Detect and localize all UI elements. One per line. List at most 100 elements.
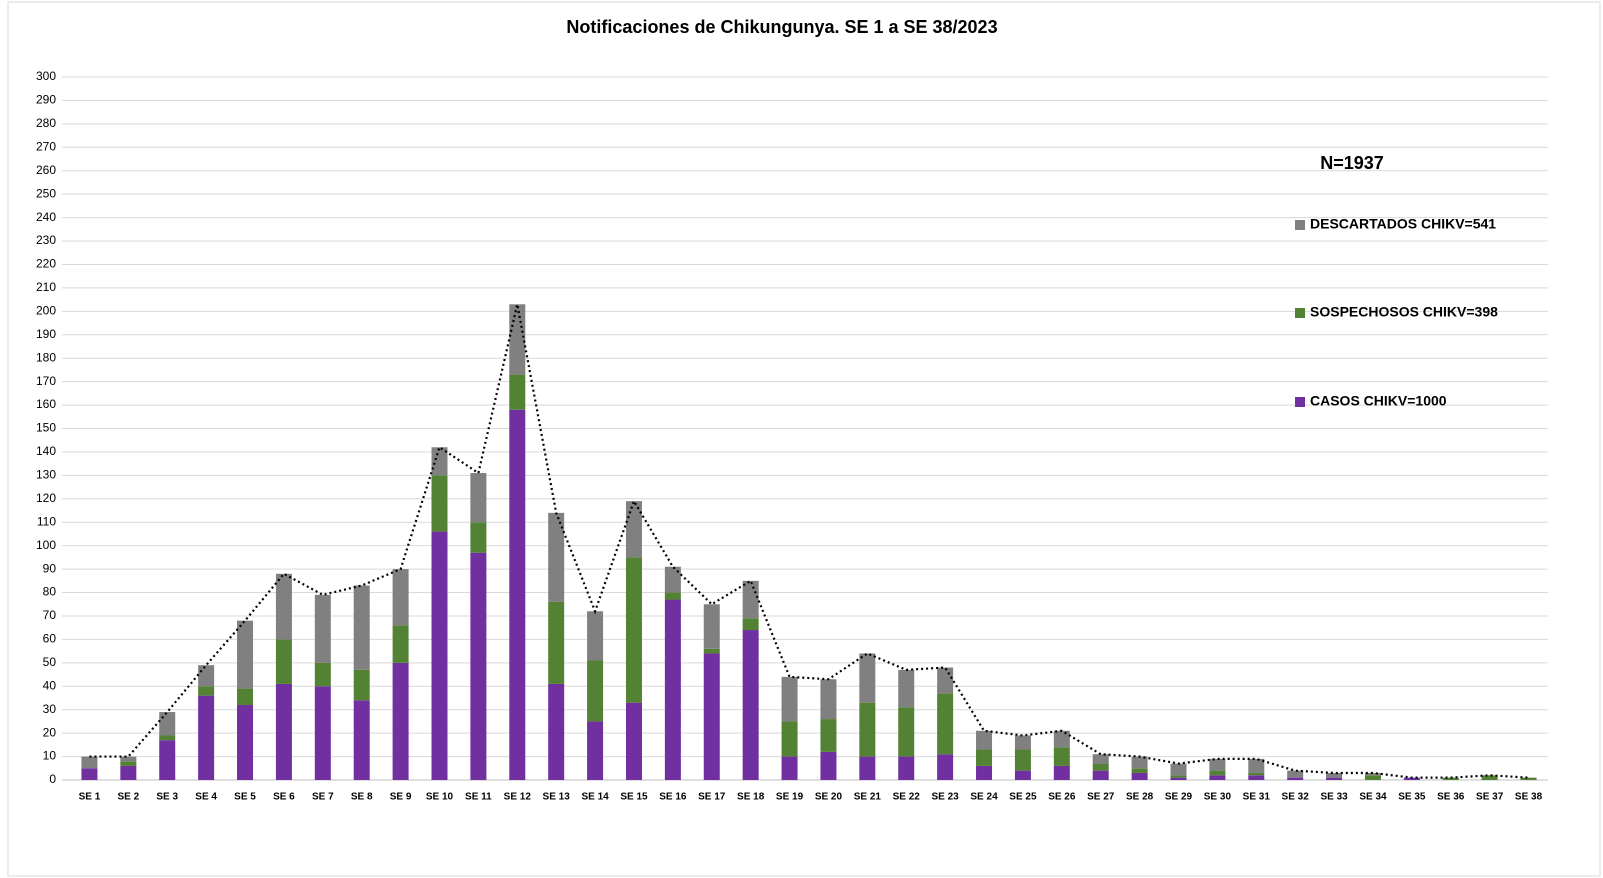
bar-segment <box>275 573 292 640</box>
bar-segment <box>314 686 331 780</box>
bar-segment <box>587 721 604 780</box>
bar-segment <box>353 700 370 780</box>
y-tick-label: 100 <box>36 538 56 552</box>
bar-segment <box>198 686 215 696</box>
bar-segment <box>625 702 642 780</box>
bar-segment <box>1092 754 1109 764</box>
legend-swatch <box>1295 220 1305 230</box>
x-tick-label: SE 19 <box>776 792 804 803</box>
bar-segment <box>509 304 526 375</box>
x-tick-label: SE 22 <box>893 792 921 803</box>
bar-segment <box>1209 775 1226 780</box>
y-tick-label: 220 <box>36 257 56 271</box>
bar-segment <box>353 669 370 701</box>
bar-segment <box>1403 777 1420 780</box>
x-tick-label: SE 12 <box>504 792 532 803</box>
x-tick-label: SE 1 <box>79 792 101 803</box>
bar-segment <box>664 599 681 780</box>
x-tick-label: SE 21 <box>854 792 882 803</box>
legend-swatch <box>1295 308 1305 318</box>
bar-segment <box>1014 735 1031 750</box>
bar-segment <box>1481 775 1498 780</box>
bar-segment <box>587 660 604 722</box>
bar-segment <box>275 639 292 684</box>
y-tick-label: 150 <box>36 421 56 435</box>
bar-segment <box>742 630 759 780</box>
bar-segment <box>1364 772 1381 776</box>
bar-segment <box>237 688 254 706</box>
x-tick-label: SE 11 <box>465 792 492 803</box>
x-tick-label: SE 28 <box>1126 792 1154 803</box>
bar-segment <box>1170 775 1187 778</box>
x-tick-label: SE 2 <box>117 792 139 803</box>
bar-segment <box>1209 758 1226 771</box>
bar-segment <box>1131 756 1148 769</box>
y-tick-label: 240 <box>36 210 56 224</box>
bar-segment <box>820 751 837 780</box>
bar-segment <box>470 473 487 523</box>
bar-segment <box>898 669 915 708</box>
y-tick-label: 270 <box>36 139 56 153</box>
x-tick-label: SE 36 <box>1437 792 1465 803</box>
bar-segment <box>120 756 137 762</box>
bar-segment <box>937 693 954 755</box>
bar-segment <box>237 620 254 689</box>
bar-segment <box>431 447 448 476</box>
y-tick-label: 210 <box>36 280 56 294</box>
bar-segment <box>976 749 993 766</box>
bar-segment <box>159 735 176 741</box>
y-tick-label: 260 <box>36 163 56 177</box>
bar-segment <box>898 756 915 780</box>
bar-segment <box>820 679 837 720</box>
bar-segment <box>1092 763 1109 771</box>
x-tick-label: SE 33 <box>1320 792 1348 803</box>
y-tick-label: 10 <box>43 749 57 763</box>
x-tick-label: SE 3 <box>156 792 178 803</box>
bar-segment <box>353 585 370 670</box>
y-tick-label: 70 <box>43 608 57 622</box>
y-tick-label: 20 <box>43 725 57 739</box>
bar-segment <box>548 601 565 684</box>
bar-segment <box>1364 775 1381 780</box>
x-tick-label: SE 13 <box>543 792 571 803</box>
y-tick-label: 130 <box>36 468 56 482</box>
bar-segment <box>548 683 565 780</box>
bar-segment <box>1248 775 1265 780</box>
legend-label: DESCARTADOS CHIKV=541 <box>1310 216 1496 232</box>
y-tick-label: 120 <box>36 491 56 505</box>
bar-segment <box>159 740 176 780</box>
bar-segment <box>937 667 954 694</box>
legend-swatch <box>1295 397 1305 407</box>
bar-segment <box>81 756 98 769</box>
y-tick-label: 170 <box>36 374 56 388</box>
x-tick-label: SE 10 <box>426 792 454 803</box>
bar-segment <box>470 552 487 780</box>
x-tick-label: SE 38 <box>1515 792 1543 803</box>
bar-segment <box>431 531 448 780</box>
y-tick-label: 280 <box>36 116 56 130</box>
x-tick-label: SE 14 <box>581 792 609 803</box>
x-tick-label: SE 17 <box>698 792 726 803</box>
x-tick-label: SE 9 <box>390 792 412 803</box>
x-tick-label: SE 8 <box>351 792 373 803</box>
annotation: N=1937 <box>1320 153 1384 173</box>
bar-segment <box>1287 777 1304 780</box>
bar-segment <box>1248 772 1265 776</box>
bar-segment <box>1053 730 1070 748</box>
bar-segment <box>1092 770 1109 780</box>
bar-segment <box>1209 770 1226 776</box>
bar-segment <box>781 756 798 780</box>
bar-segment <box>820 719 837 752</box>
legend-label: CASOS CHIKV=1000 <box>1310 393 1447 409</box>
x-tick-label: SE 23 <box>932 792 960 803</box>
y-tick-label: 300 <box>36 69 56 83</box>
legend-label: SOSPECHOSOS CHIKV=398 <box>1310 304 1498 320</box>
x-tick-label: SE 6 <box>273 792 295 803</box>
x-tick-label: SE 32 <box>1282 792 1310 803</box>
bar-segment <box>625 501 642 558</box>
total-line <box>89 304 1529 779</box>
bar-segment <box>314 594 331 663</box>
bar-segment <box>976 765 993 780</box>
bar-segment <box>703 653 720 780</box>
bar-segment <box>470 522 487 553</box>
